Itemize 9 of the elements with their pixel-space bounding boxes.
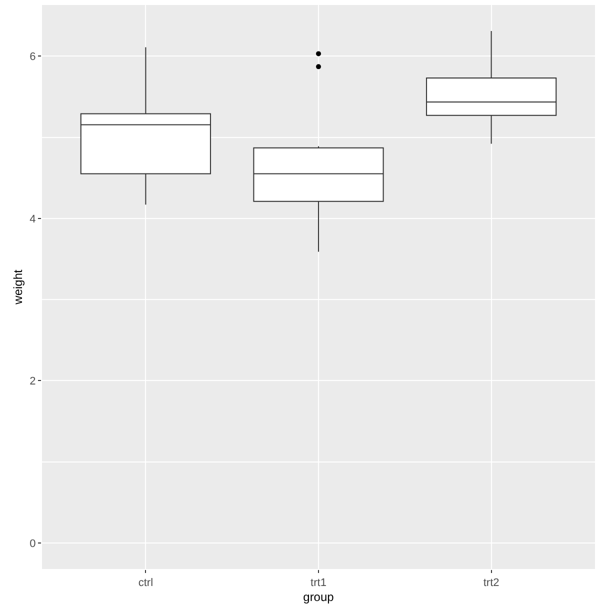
- y-tick-label: 0: [30, 538, 36, 550]
- y-tick-label: 6: [30, 50, 36, 63]
- x-tick-label: ctrl: [138, 577, 154, 590]
- y-axis-title: weight: [10, 268, 25, 306]
- x-axis-title: group: [303, 590, 334, 604]
- y-tick-label: 2: [30, 376, 36, 388]
- x-tick-label: trt1: [310, 577, 326, 590]
- y-tick-label: 4: [30, 213, 36, 226]
- x-tick-label: trt2: [483, 577, 500, 590]
